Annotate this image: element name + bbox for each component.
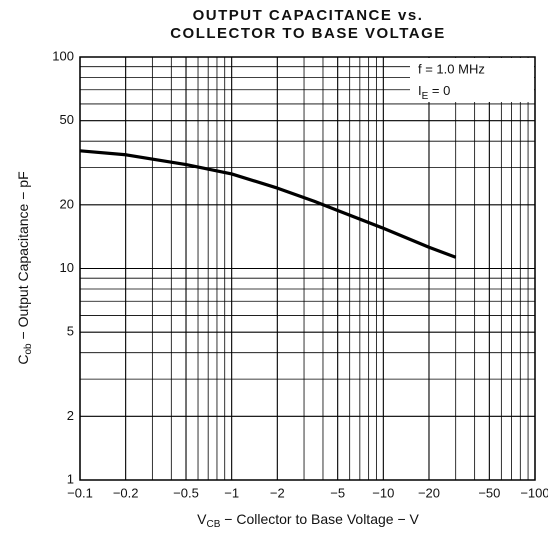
x-tick-label: −0.1 [67,485,93,500]
y-tick-label: 10 [60,260,74,275]
annotation: f = 1.0 MHz [418,61,485,76]
y-tick-label: 5 [67,324,74,339]
x-tick-label: −100 [520,485,548,500]
y-tick-label: 1 [67,471,74,486]
x-tick-label: −50 [478,485,500,500]
x-tick-label: −20 [418,485,440,500]
data-line [79,149,457,259]
x-tick-label: −5 [330,485,345,500]
y-tick-label: 2 [67,408,74,423]
x-tick-label: −2 [270,485,285,500]
x-tick-label: −1 [224,485,239,500]
y-tick-label: 20 [60,196,74,211]
y-axis-label: Cob − Output Capacitance − pF [15,171,34,364]
y-tick-label: 100 [52,48,74,63]
x-tick-label: −0.5 [173,485,199,500]
x-tick-label: −10 [372,485,394,500]
chart-title: OUTPUT CAPACITANCE vs. [193,7,424,24]
plot-frame [79,56,536,481]
annotation: IE = 0 [418,83,450,101]
x-tick-label: −0.2 [113,485,139,500]
y-tick-label: 50 [60,112,74,127]
chart-title: COLLECTOR TO BASE VOLTAGE [170,25,446,42]
annotation-box [410,58,534,102]
x-axis-label: VCB − Collector to Base Voltage − V [197,511,419,530]
